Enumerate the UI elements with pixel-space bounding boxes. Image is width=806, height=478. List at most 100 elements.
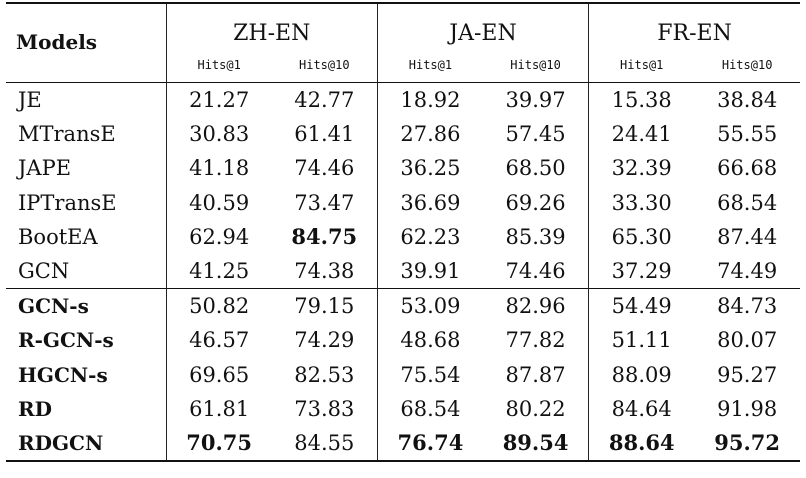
table-row: HGCN-s 69.65 82.53 75.54 87.87 88.09 95.27 — [6, 357, 800, 392]
model-name-cell: RD — [18, 396, 52, 421]
model-name-cell: GCN — [18, 259, 70, 284]
model-name-cell: BootEA — [18, 224, 98, 249]
value-cell: 73.83 — [294, 396, 355, 421]
value-cell: 74.38 — [294, 259, 355, 284]
model-name-cell: R-GCN-s — [18, 328, 114, 353]
metric-header-hits1: Hits@1 — [165, 48, 272, 83]
value-cell: 66.68 — [717, 156, 778, 181]
value-cell: 21.27 — [165, 82, 272, 118]
header-row-groups: Models ZH-EN JA-EN FR-EN — [6, 3, 800, 54]
table-row: R-GCN-s 46.57 74.29 48.68 77.82 51.11 80.07 — [6, 323, 800, 358]
proposed-rows: GCN-s 50.82 79.15 53.09 82.96 54.49 84.73 R-GCN… — [6, 288, 800, 462]
value-cell: 38.84 — [717, 88, 778, 113]
table-row: IPTransE 40.59 73.47 36.69 69.26 33.30 68.54 — [6, 185, 800, 220]
value-cell: 69.26 — [505, 190, 566, 215]
metric-header-hits10: Hits@10 — [721, 58, 773, 72]
value-cell: 84.55 — [294, 430, 355, 455]
value-cell: 87.44 — [717, 224, 778, 249]
value-cell: 40.59 — [165, 185, 272, 220]
model-name-cell: GCN-s — [18, 294, 89, 319]
value-cell: 61.41 — [294, 122, 355, 147]
table-row: JAPE 41.18 74.46 36.25 68.50 32.39 66.68 — [6, 151, 800, 186]
baseline-rows: JE 21.27 42.77 18.92 39.97 15.38 38.84 MTransE 3… — [6, 82, 800, 289]
table-row: RD 61.81 73.83 68.54 80.22 84.64 91.98 — [6, 391, 800, 426]
table-row: GCN 41.25 74.38 39.91 74.46 37.29 74.49 — [6, 253, 800, 289]
value-cell: 74.46 — [294, 156, 355, 181]
table-row: GCN-s 50.82 79.15 53.09 82.96 54.49 84.73 — [6, 288, 800, 324]
header-row-metrics: Hits@1 Hits@10 Hits@1 Hits@10 Hits@1 Hit… — [6, 48, 800, 83]
group-header-zh-en: ZH-EN — [165, 3, 378, 48]
value-cell: 39.91 — [376, 253, 483, 289]
value-cell: 48.68 — [376, 323, 483, 358]
value-cell: 85.39 — [505, 224, 566, 249]
value-cell: 53.09 — [376, 288, 483, 324]
value-cell: 84.64 — [588, 391, 695, 426]
value-cell: 88.64 — [588, 425, 695, 462]
value-cell: 68.50 — [505, 156, 566, 181]
value-cell: 65.30 — [588, 219, 695, 254]
value-cell: 69.65 — [165, 357, 272, 392]
model-name-cell: HGCN-s — [18, 362, 108, 387]
value-cell: 54.49 — [588, 288, 695, 324]
value-cell: 76.74 — [376, 425, 483, 462]
value-cell: 74.29 — [294, 328, 355, 353]
value-cell: 61.81 — [165, 391, 272, 426]
value-cell: 62.23 — [376, 219, 483, 254]
metric-header-hits1: Hits@1 — [376, 48, 483, 83]
value-cell: 42.77 — [294, 88, 355, 113]
value-cell: 91.98 — [717, 396, 778, 421]
value-cell: 87.87 — [505, 362, 566, 387]
value-cell: 24.41 — [588, 117, 695, 152]
value-cell: 27.86 — [376, 117, 483, 152]
value-cell: 39.97 — [505, 88, 566, 113]
model-name-cell: MTransE — [18, 122, 116, 147]
group-header-fr-en: FR-EN — [588, 3, 800, 48]
value-cell: 73.47 — [294, 190, 355, 215]
metric-header-hits10: Hits@10 — [299, 58, 350, 72]
value-cell: 68.54 — [717, 190, 778, 215]
value-cell: 41.18 — [165, 151, 272, 186]
value-cell: 74.46 — [505, 259, 566, 284]
value-cell: 80.22 — [505, 396, 566, 421]
value-cell: 41.25 — [165, 253, 272, 289]
value-cell: 68.54 — [376, 391, 483, 426]
models-header: Models — [16, 30, 98, 54]
value-cell: 84.73 — [717, 294, 778, 319]
model-name-cell: JE — [18, 88, 42, 113]
value-cell: 15.38 — [588, 82, 695, 118]
value-cell: 75.54 — [376, 357, 483, 392]
value-cell: 95.72 — [714, 430, 781, 456]
value-cell: 46.57 — [165, 323, 272, 358]
value-cell: 37.29 — [588, 253, 695, 289]
value-cell: 30.83 — [165, 117, 272, 152]
table-row: BootEA 62.94 84.75 62.23 85.39 65.30 87.44 — [6, 219, 800, 254]
value-cell: 95.27 — [717, 362, 778, 387]
value-cell: 36.69 — [376, 185, 483, 220]
value-cell: 74.49 — [717, 259, 778, 284]
value-cell: 70.75 — [165, 425, 272, 462]
model-name-cell: RDGCN — [18, 430, 104, 455]
table-row: MTransE 30.83 61.41 27.86 57.45 24.41 55.55 — [6, 117, 800, 152]
model-name-cell: JAPE — [18, 156, 72, 181]
value-cell: 57.45 — [505, 122, 566, 147]
table-row: JE 21.27 42.77 18.92 39.97 15.38 38.84 — [6, 82, 800, 118]
table-row: RDGCN 70.75 84.55 76.74 89.54 88.64 95.72 — [6, 425, 800, 462]
value-cell: 18.92 — [376, 82, 483, 118]
group-header-ja-en: JA-EN — [376, 3, 589, 48]
value-cell: 80.07 — [717, 328, 778, 353]
value-cell: 84.75 — [291, 224, 358, 250]
results-table: Models ZH-EN JA-EN FR-EN Hits@1 Hits@10 … — [6, 2, 800, 462]
value-cell: 32.39 — [588, 151, 695, 186]
value-cell: 88.09 — [588, 357, 695, 392]
value-cell: 33.30 — [588, 185, 695, 220]
value-cell: 79.15 — [294, 294, 355, 319]
value-cell: 36.25 — [376, 151, 483, 186]
value-cell: 82.96 — [505, 294, 566, 319]
value-cell: 89.54 — [502, 430, 569, 456]
metric-header-hits1: Hits@1 — [588, 48, 695, 83]
value-cell: 50.82 — [165, 288, 272, 324]
model-name-cell: IPTransE — [18, 190, 117, 215]
value-cell: 51.11 — [588, 323, 695, 358]
value-cell: 62.94 — [165, 219, 272, 254]
value-cell: 55.55 — [717, 122, 778, 147]
